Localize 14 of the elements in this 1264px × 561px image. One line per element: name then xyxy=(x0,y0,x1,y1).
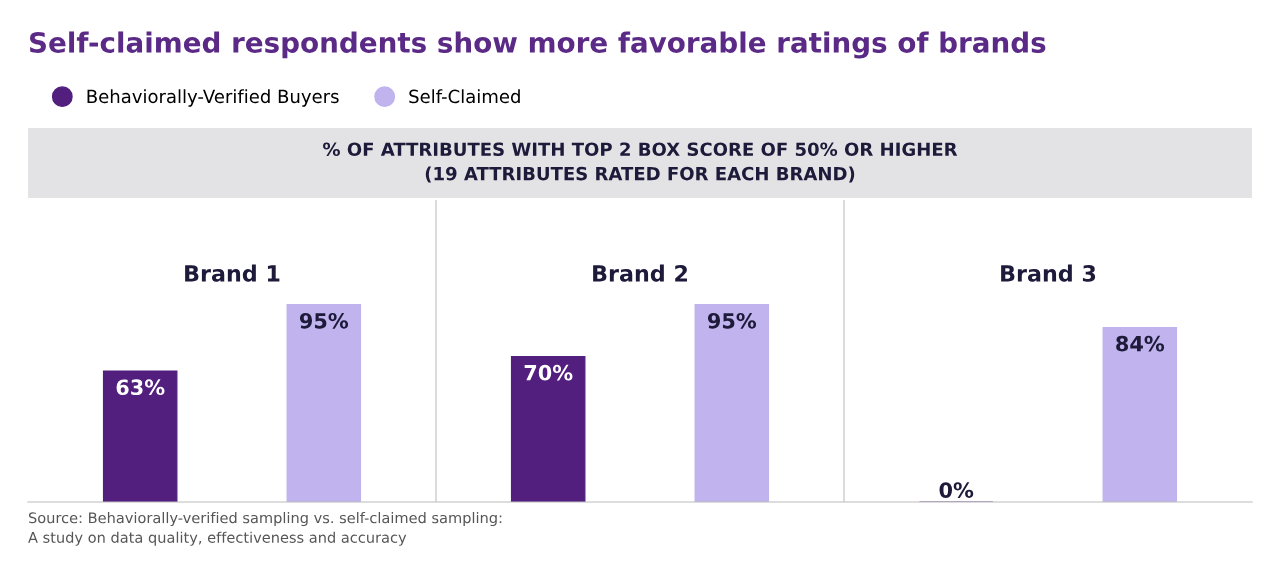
chart-title: Self-claimed respondents show more favorable ratings of brands xyxy=(29,31,1046,59)
data-label: 84% xyxy=(1116,335,1165,352)
source-note: Source: Behaviorally-verified sampling vs. self-claimed sampling: A study on data quality, effectiveness and accuracy xyxy=(28,512,502,546)
data-label: 0% xyxy=(939,482,974,498)
x-tick-label: Brand 3 xyxy=(1001,264,1096,282)
x-tick-label: Brand 1 xyxy=(185,264,280,282)
data-label: 95% xyxy=(707,312,757,329)
legend-label: Behaviorally-Verified Buyers xyxy=(87,89,339,107)
legend-label: Self-Claimed xyxy=(409,89,520,104)
x-tick-label: Brand 2 xyxy=(593,264,687,282)
data-label: 95% xyxy=(299,312,349,329)
data-label: 63% xyxy=(116,379,165,396)
data-label: 70% xyxy=(524,364,573,381)
chart-subtitle: % OF ATTRIBUTES WITH TOP 2 BOX SCORE OF 50% OR HIGHER (19 ATTRIBUTES RATED FOR EACH BRAND) xyxy=(323,142,958,183)
